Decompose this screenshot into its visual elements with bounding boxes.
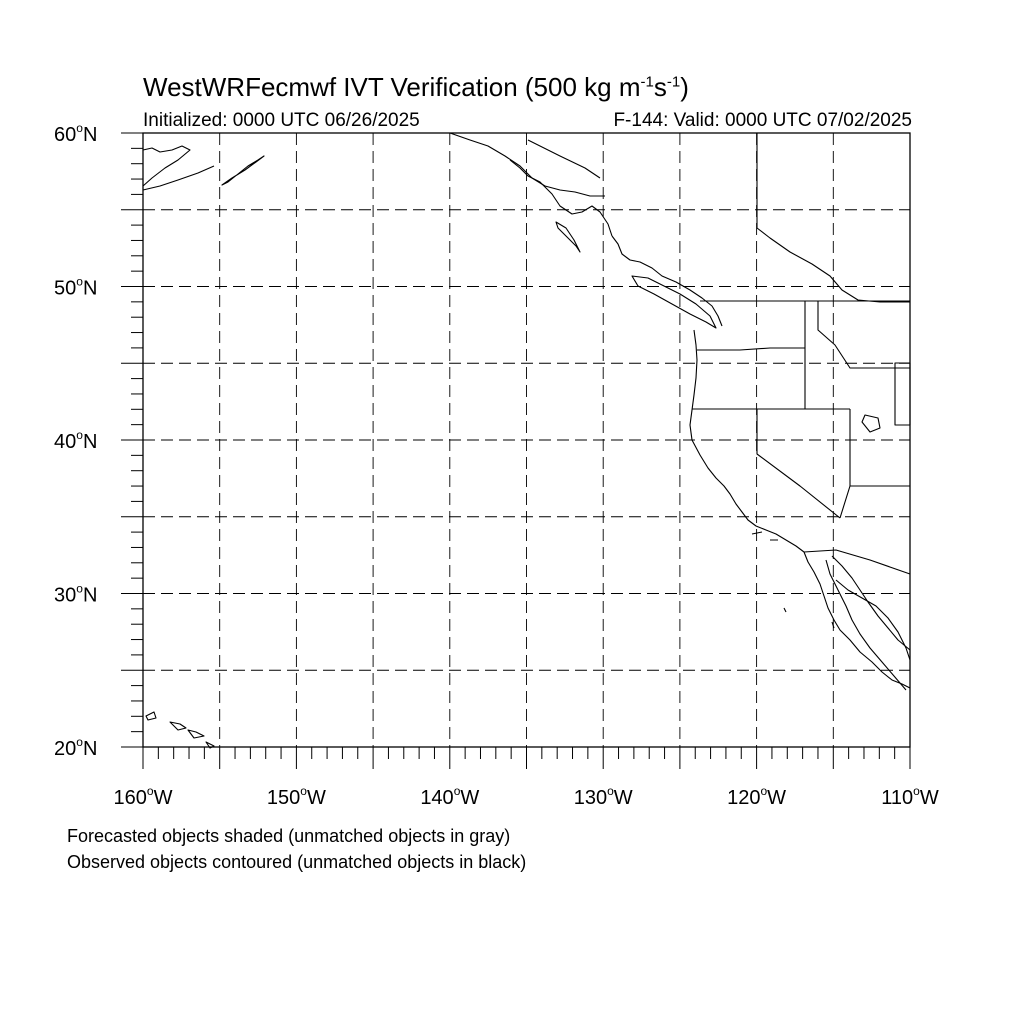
haida-gwaii	[555, 221, 581, 253]
plot-border	[142, 132, 911, 748]
latitude-labels: 60oN 50oN 40oN 30oN 20oN	[54, 121, 97, 760]
ca-nv-border	[756, 409, 841, 519]
baja-islands	[783, 607, 835, 629]
mexico-mainland-coast	[835, 579, 911, 661]
kodiak-islands	[221, 155, 265, 186]
lon-label: 110oW	[881, 784, 939, 809]
wy-box	[894, 362, 911, 426]
gridlines	[143, 133, 910, 747]
wa-or-border	[697, 347, 805, 351]
lon-label: 160oW	[114, 784, 173, 809]
bc-coastline	[611, 235, 723, 327]
lon-label: 130oW	[574, 784, 633, 809]
az-border	[839, 485, 910, 519]
alaska-gulf-coast	[449, 132, 605, 197]
valid-time-label: F-144: Valid: 0000 UTC 07/02/2025	[613, 110, 912, 131]
vancouver-island	[631, 275, 717, 329]
lat-label: 50oN	[54, 275, 97, 300]
us-mexico-border	[803, 549, 911, 575]
alaska-coast-2	[142, 165, 215, 191]
baja-coastline	[803, 551, 911, 689]
lat-label: 40oN	[54, 428, 97, 453]
lat-label: 60oN	[54, 121, 97, 146]
observed-note: Observed objects contoured (unmatched ob…	[67, 852, 527, 872]
mt-border	[817, 301, 910, 369]
coastlines-and-borders	[142, 132, 911, 749]
longitude-labels: 160oW 150oW 140oW 130oW 120oW 110oW	[114, 784, 939, 809]
forecast-note: Forecasted objects shaded (unmatched obj…	[67, 826, 511, 846]
alaska-coastline	[142, 145, 191, 187]
lon-label: 120oW	[727, 784, 786, 809]
hawaii-islands	[145, 711, 215, 749]
great-salt-lake	[861, 414, 881, 433]
lon-label: 140oW	[420, 784, 479, 809]
channel-islands	[751, 531, 778, 541]
gulf-of-california-west	[825, 559, 907, 691]
us-west-coastline	[689, 329, 805, 553]
map-frame	[142, 132, 911, 748]
initialized-label: Initialized: 0000 UTC 06/26/2025	[143, 110, 420, 131]
tick-marks	[121, 132, 911, 769]
plot-title: WestWRFecmwf IVT Verification (500 kg m-…	[143, 72, 689, 102]
lat-label: 30oN	[54, 582, 97, 607]
alaska-canada-border	[527, 139, 601, 179]
se-alaska-islands	[509, 159, 613, 237]
lon-label: 150oW	[267, 784, 326, 809]
lat-label: 20oN	[54, 735, 97, 760]
